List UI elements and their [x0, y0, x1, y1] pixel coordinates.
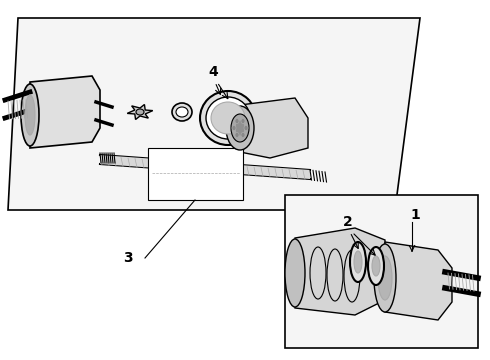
- Text: 2: 2: [343, 215, 353, 229]
- Ellipse shape: [372, 256, 380, 276]
- Ellipse shape: [211, 102, 245, 134]
- Ellipse shape: [241, 118, 245, 123]
- Ellipse shape: [21, 84, 39, 146]
- Ellipse shape: [241, 132, 245, 138]
- Ellipse shape: [285, 239, 305, 307]
- Ellipse shape: [374, 244, 396, 312]
- Ellipse shape: [200, 91, 256, 145]
- Ellipse shape: [378, 256, 392, 300]
- Ellipse shape: [235, 120, 245, 136]
- Text: 3: 3: [123, 251, 133, 265]
- Ellipse shape: [368, 247, 384, 285]
- Ellipse shape: [172, 103, 192, 121]
- Polygon shape: [285, 195, 478, 348]
- Ellipse shape: [235, 132, 239, 138]
- Ellipse shape: [25, 95, 35, 135]
- Text: 1: 1: [410, 208, 420, 222]
- Bar: [148, 148, 243, 200]
- Polygon shape: [385, 242, 452, 320]
- Ellipse shape: [232, 126, 236, 131]
- Ellipse shape: [350, 242, 366, 282]
- Polygon shape: [100, 155, 310, 179]
- Polygon shape: [295, 228, 385, 315]
- Polygon shape: [127, 104, 153, 120]
- Ellipse shape: [176, 107, 188, 117]
- Ellipse shape: [235, 118, 239, 123]
- Ellipse shape: [136, 109, 144, 115]
- Ellipse shape: [231, 114, 249, 142]
- Polygon shape: [240, 98, 308, 158]
- Text: 4: 4: [208, 65, 218, 79]
- Ellipse shape: [226, 106, 254, 150]
- Ellipse shape: [206, 97, 250, 139]
- Polygon shape: [8, 18, 420, 210]
- Ellipse shape: [244, 126, 248, 131]
- Polygon shape: [30, 76, 100, 148]
- Ellipse shape: [354, 251, 362, 273]
